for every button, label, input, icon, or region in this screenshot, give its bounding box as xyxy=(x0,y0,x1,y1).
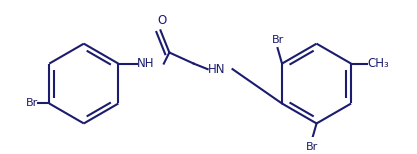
Text: CH₃: CH₃ xyxy=(368,57,389,70)
Text: NH: NH xyxy=(137,57,155,70)
Text: Br: Br xyxy=(25,99,38,109)
Text: Br: Br xyxy=(306,142,318,152)
Text: HN: HN xyxy=(208,63,226,76)
Text: O: O xyxy=(157,14,166,27)
Text: Br: Br xyxy=(271,35,284,45)
